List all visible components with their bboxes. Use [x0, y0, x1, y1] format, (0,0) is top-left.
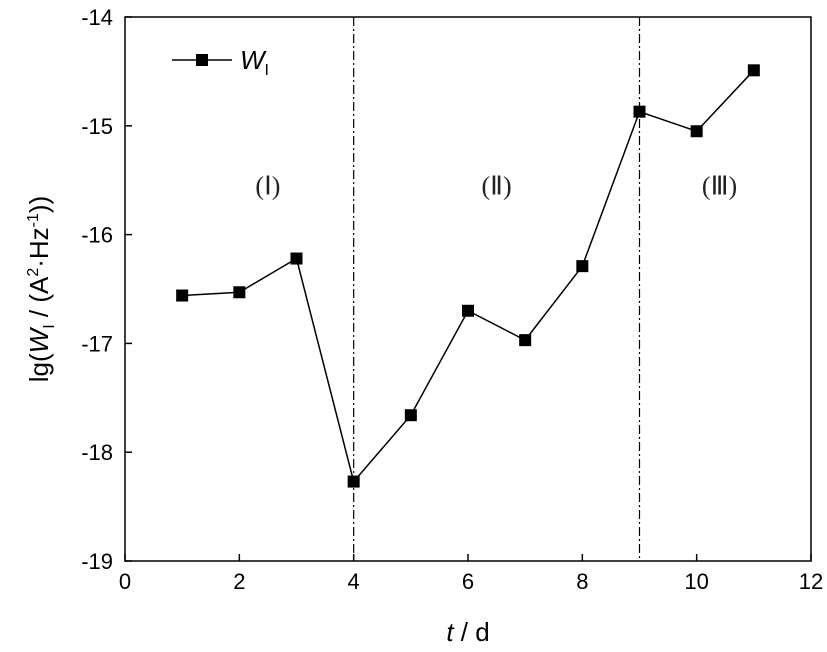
x-tick-label: 6	[462, 569, 474, 594]
x-tick-label: 8	[576, 569, 588, 594]
data-point	[633, 105, 646, 118]
data-point	[519, 334, 532, 347]
data-point	[576, 260, 589, 273]
legend: WI	[172, 45, 269, 79]
data-point	[462, 304, 474, 317]
legend-label: WI	[240, 45, 269, 79]
region-label-2: (Ⅱ)	[482, 172, 512, 201]
data-point	[690, 125, 703, 138]
data-point	[290, 252, 303, 265]
y-tick-label: -17	[81, 331, 113, 356]
y-tick-label: -14	[81, 5, 113, 30]
data-point	[404, 409, 417, 422]
x-tick-label: 12	[799, 569, 823, 594]
data-point	[347, 475, 360, 488]
legend-label-sub: I	[265, 62, 269, 79]
y-tick-label: -18	[81, 440, 113, 465]
y-tick-label: -15	[81, 114, 113, 139]
y-tick-label: -16	[81, 223, 113, 248]
data-point	[747, 64, 760, 77]
x-axis-title: t / d	[446, 617, 489, 647]
x-tick-label: 10	[684, 569, 708, 594]
region-labels: (Ⅰ) (Ⅱ) (Ⅲ)	[255, 172, 737, 201]
y-axis-title: lg(WI / (A2·Hz-1))	[24, 196, 58, 382]
series-w1	[176, 64, 760, 488]
data-point	[233, 286, 246, 299]
x-tick-label: 4	[348, 569, 360, 594]
region-label-3: (Ⅲ)	[702, 172, 737, 201]
data-point	[176, 289, 189, 302]
phase-boundaries	[353, 17, 641, 561]
legend-marker	[196, 54, 208, 66]
x-tick-label: 2	[233, 569, 245, 594]
region-label-1: (Ⅰ)	[255, 172, 280, 201]
y-tick-label: -19	[81, 549, 113, 574]
plot-frame	[124, 16, 812, 562]
series-line-1	[182, 69, 755, 484]
x-tick-label: 0	[119, 569, 131, 594]
axis-ticks: 0 2 4 6 8 10 12 -19 -18 -17 -16 -15 -14	[81, 5, 823, 594]
